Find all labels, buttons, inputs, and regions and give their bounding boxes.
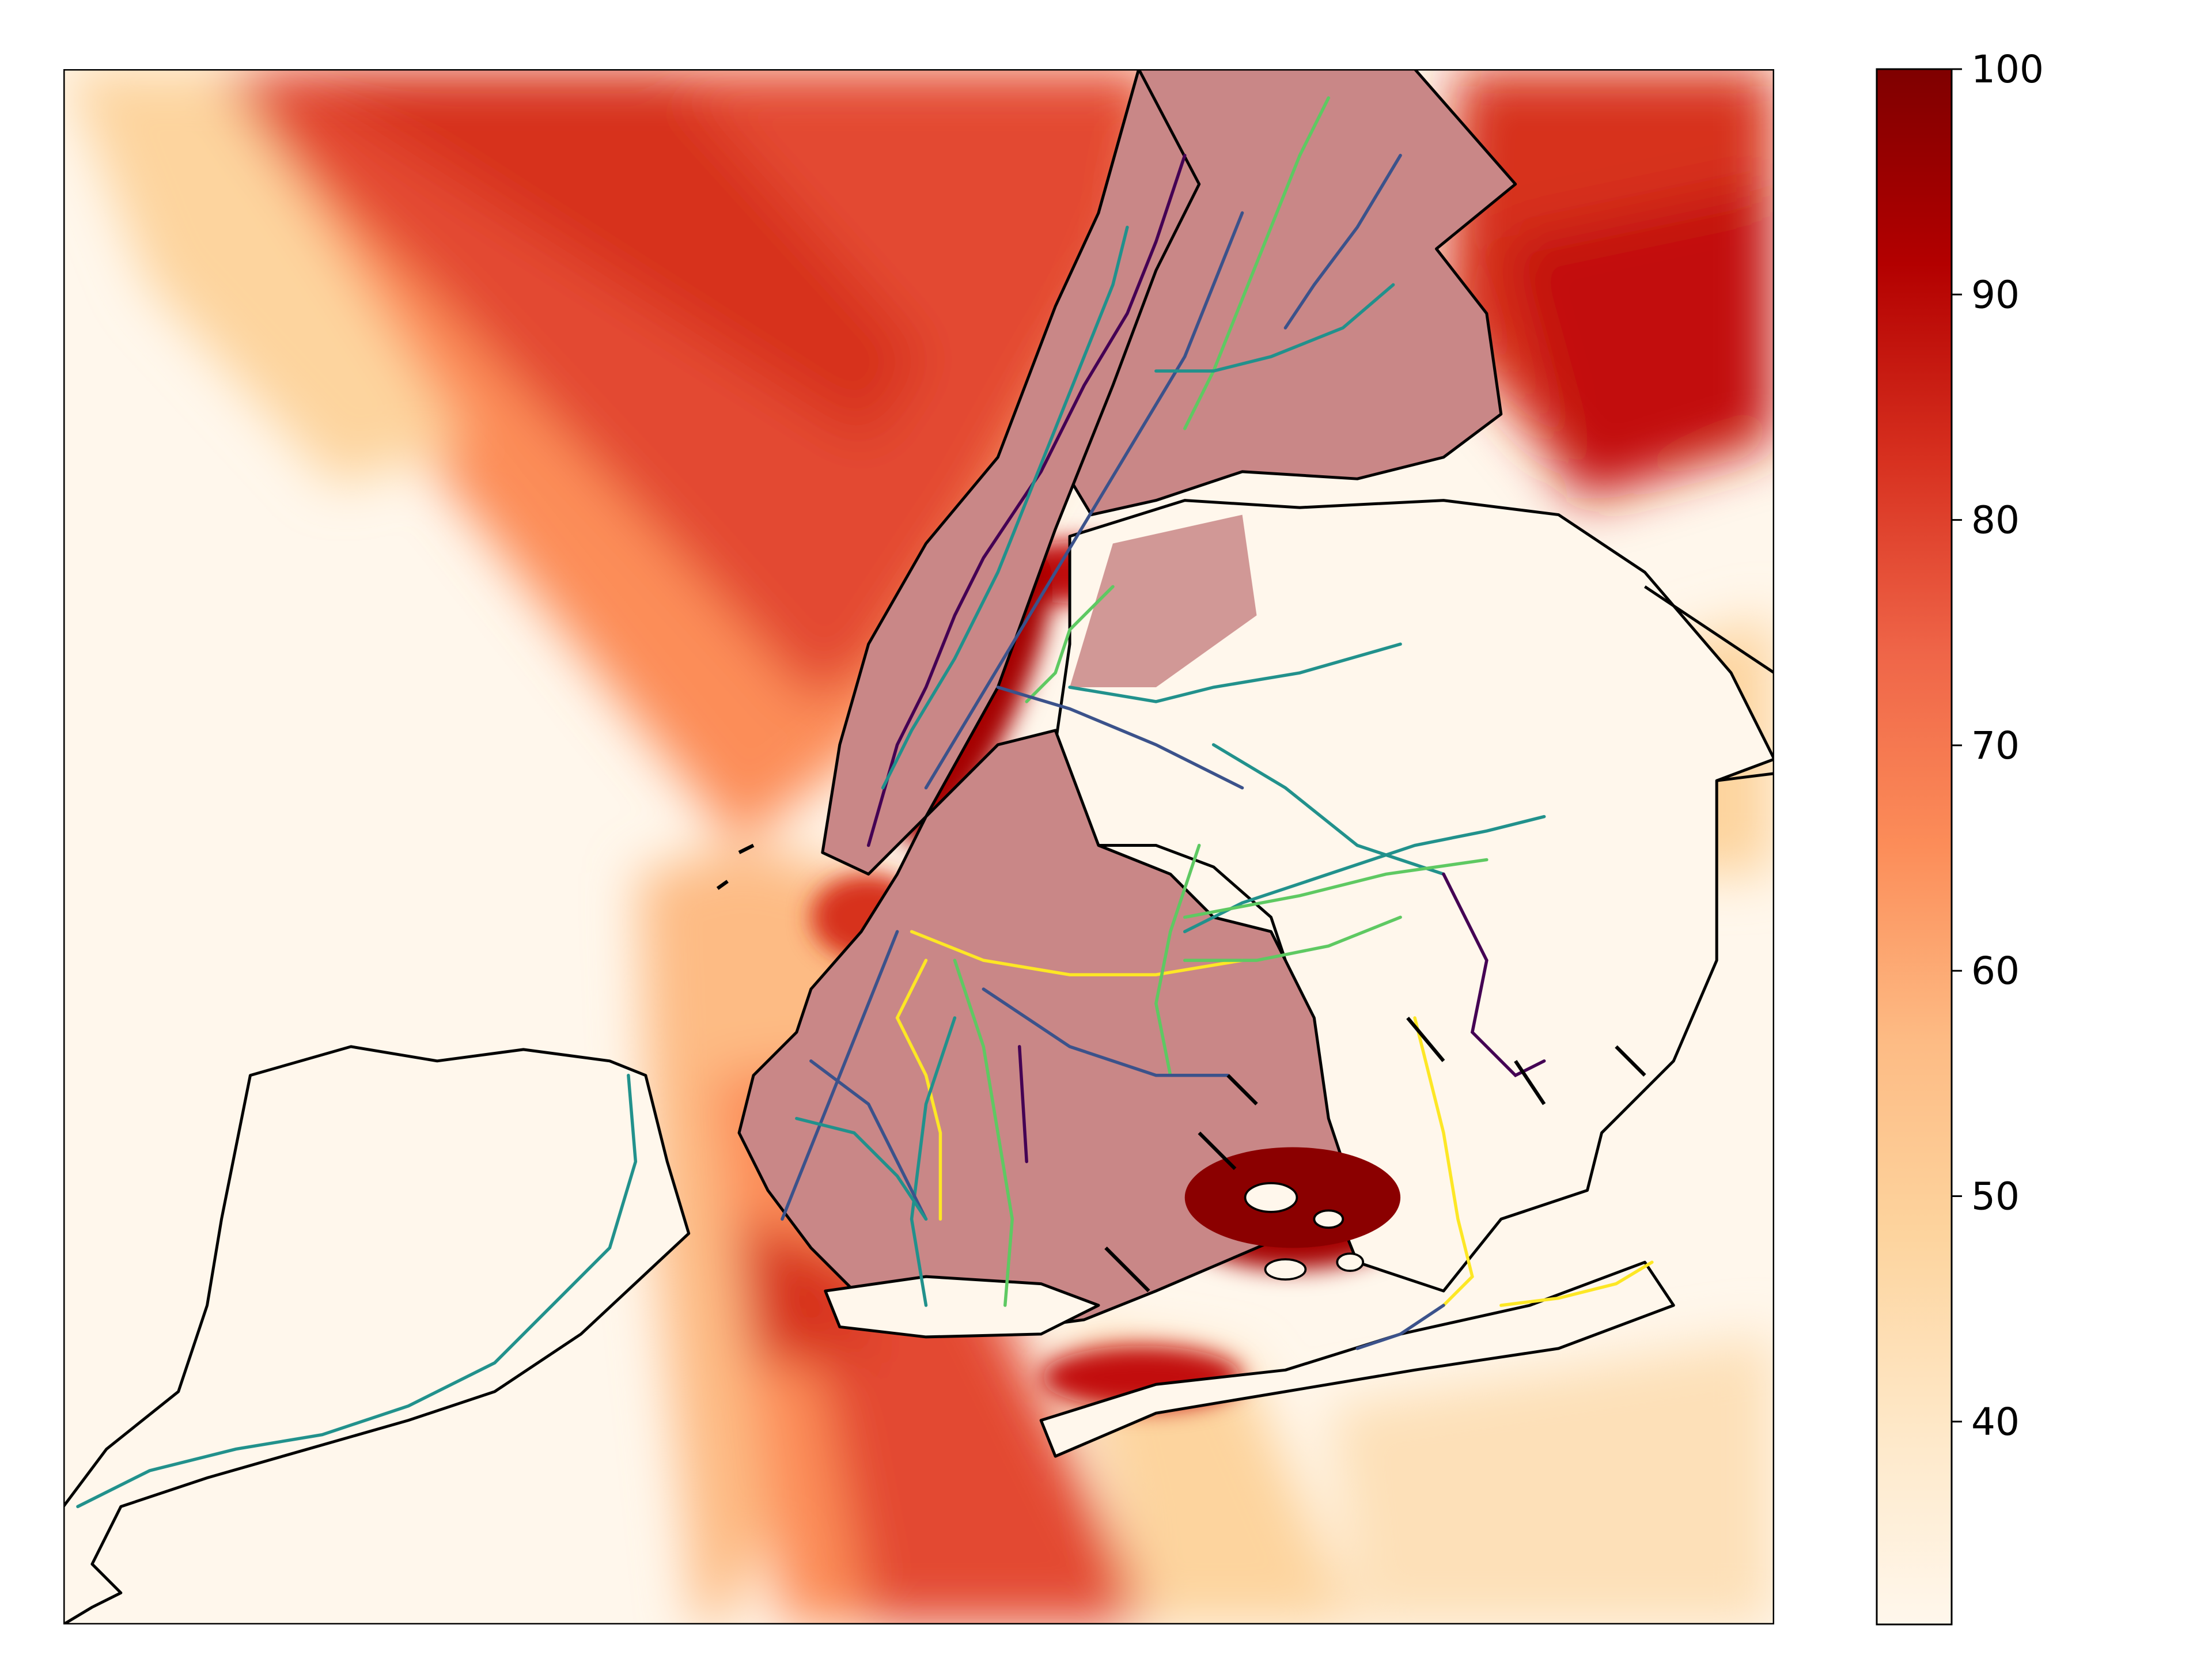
subway-line <box>1499 1260 1654 1307</box>
subway-line <box>1283 153 1402 329</box>
nassau-edge <box>1643 585 1774 782</box>
coastline-details <box>716 843 1646 1293</box>
colorbar-tick-label: 70 <box>1971 724 2020 768</box>
subway-line <box>1154 283 1395 373</box>
subway-line <box>1211 743 1445 876</box>
subway-line <box>881 225 1129 790</box>
pier-mark <box>738 843 755 854</box>
colorbar-tick-label: 90 <box>1971 272 2020 317</box>
colorbar-tick-label: 100 <box>1971 47 2044 92</box>
pier-mark <box>716 880 729 890</box>
subway-line <box>910 1016 957 1307</box>
subway-line <box>1154 843 1201 1077</box>
jamaica-bay <box>1184 1147 1401 1281</box>
subway-line <box>1025 585 1115 703</box>
pier-mark <box>1198 1131 1237 1171</box>
subway-line <box>1442 872 1546 1078</box>
queens-outline <box>1054 499 1774 1293</box>
subway-line <box>1183 96 1331 430</box>
colorbar-tick-label: 60 <box>1971 949 2020 993</box>
pier-mark <box>1406 1016 1445 1062</box>
colorbar-tick-label: 40 <box>1971 1400 2020 1444</box>
pier-mark <box>1104 1247 1150 1293</box>
rockaway-outline <box>1039 1260 1675 1458</box>
pier-mark <box>1226 1074 1258 1105</box>
subway-line <box>76 1074 638 1509</box>
subway-line <box>1183 858 1488 919</box>
subway-line <box>1183 915 1402 962</box>
subway-lines <box>76 96 1654 1509</box>
subway-line <box>809 1059 928 1221</box>
subway-line <box>895 959 942 1221</box>
subway-line <box>1355 1304 1445 1350</box>
colorbar-ticks: 40 50 60 70 80 90 100 <box>1952 47 2044 1444</box>
map-panel <box>63 69 1774 1624</box>
colorbar-gradient <box>1876 68 1953 1626</box>
subway-line <box>910 930 1244 976</box>
manhattan-outline <box>821 69 1201 876</box>
pier-mark <box>1615 1045 1646 1077</box>
staten-island-outline <box>63 1045 691 1624</box>
colorbar-tick-label: 80 <box>1971 498 2020 543</box>
heatmap-field <box>63 69 1774 1624</box>
subway-line <box>982 987 1230 1077</box>
queens-inner-region <box>1070 514 1257 688</box>
subway-line <box>953 959 1014 1307</box>
coney-island-outline <box>824 1275 1100 1339</box>
subway-line <box>1017 1045 1028 1164</box>
subway-line <box>795 1116 928 1221</box>
colorbar: 40 50 60 70 80 90 100 <box>1876 47 2044 1626</box>
subway-line <box>1413 1016 1474 1307</box>
subway-line <box>781 930 899 1221</box>
subway-line <box>866 153 1187 847</box>
subway-line <box>924 211 1244 790</box>
subway-line <box>1068 642 1402 703</box>
subway-line <box>996 685 1244 790</box>
colorbar-tick-label: 50 <box>1971 1175 2020 1219</box>
pier-mark <box>1514 1060 1546 1105</box>
